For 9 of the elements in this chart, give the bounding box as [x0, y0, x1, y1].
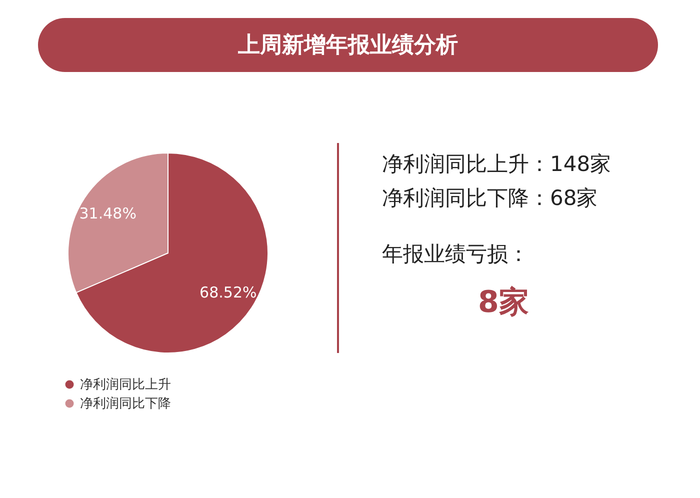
data-label: 68.52% [200, 284, 257, 302]
data-label: 31.48% [79, 204, 136, 222]
text: 上周新增年报业绩分析 [38, 18, 658, 72]
legend-label: 净利润同比上升 [80, 378, 171, 392]
text: 年报业绩亏损： [382, 241, 530, 268]
text: 净利润同比下降：68家 [382, 185, 599, 212]
text: 8家 [478, 284, 530, 322]
legend-label: 净利润同比下降 [80, 396, 171, 412]
text: 净利润同比上升：148家 [382, 151, 612, 178]
